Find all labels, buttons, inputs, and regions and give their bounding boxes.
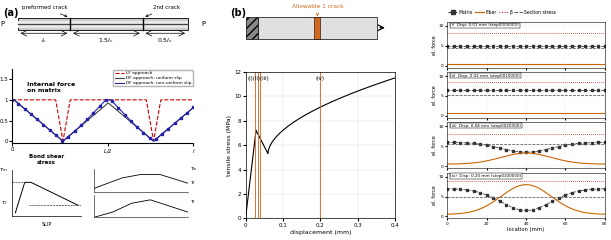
Y-axis label: el. force: el. force bbox=[432, 186, 437, 205]
Y-axis label: el. force: el. force bbox=[432, 85, 437, 105]
Text: 2nd crack: 2nd crack bbox=[146, 5, 180, 17]
Line: LF approach: LF approach bbox=[12, 100, 194, 141]
LF approach bbox=[106, 98, 114, 101]
LF approach bbox=[95, 98, 102, 101]
FancyBboxPatch shape bbox=[246, 17, 257, 39]
DF approach: non-uniform slip: (0.978, 0.733): non-uniform slip: (0.978, 0.733) bbox=[186, 109, 193, 112]
DF approach: non-uniform slip: (0.475, 0.811): non-uniform slip: (0.475, 0.811) bbox=[95, 106, 102, 109]
X-axis label: displacement (mm): displacement (mm) bbox=[290, 230, 351, 235]
Legend: LF approach, DF approach: uniform slip, DF approach: non-uniform slip: LF approach, DF approach: uniform slip, … bbox=[113, 70, 192, 86]
Text: (iv)  Disp: 0.20 mm (step0100000): (iv) Disp: 0.20 mm (step0100000) bbox=[450, 174, 522, 178]
Text: Allowable 1 crack: Allowable 1 crack bbox=[291, 4, 343, 16]
X-axis label: location (mm): location (mm) bbox=[508, 227, 545, 232]
Y-axis label: el. force: el. force bbox=[432, 135, 437, 155]
FancyBboxPatch shape bbox=[257, 17, 377, 39]
DF approach: uniform slip: (0.475, 0.722): uniform slip: (0.475, 0.722) bbox=[95, 110, 102, 113]
LF approach bbox=[9, 98, 16, 101]
DF approach: uniform slip: (0.481, 0.744): uniform slip: (0.481, 0.744) bbox=[96, 109, 103, 112]
Text: $1.5l_c$: $1.5l_c$ bbox=[98, 36, 114, 45]
Text: $0.5l_c$: $0.5l_c$ bbox=[157, 36, 174, 45]
Text: (i)  Disp: 0.01 mm (step0005000): (i) Disp: 0.01 mm (step0005000) bbox=[450, 23, 519, 27]
DF approach: non-uniform slip: (0, 1): non-uniform slip: (0, 1) bbox=[9, 98, 16, 101]
Y-axis label: el. force: el. force bbox=[432, 35, 437, 54]
Text: Internal force
on matrix: Internal force on matrix bbox=[27, 82, 75, 93]
FancyBboxPatch shape bbox=[18, 18, 188, 30]
DF approach: non-uniform slip: (0.78, 0.00187): non-uniform slip: (0.78, 0.00187) bbox=[150, 140, 157, 143]
LF approach bbox=[158, 98, 165, 101]
DF approach: uniform slip: (0.822, 0.154): uniform slip: (0.822, 0.154) bbox=[158, 133, 165, 136]
Line: DF approach: uniform slip: DF approach: uniform slip bbox=[12, 100, 194, 141]
Y-axis label: tensile stress (MPa): tensile stress (MPa) bbox=[227, 114, 232, 176]
Text: (iv): (iv) bbox=[316, 76, 325, 81]
Text: (b): (b) bbox=[230, 8, 247, 18]
Text: (a): (a) bbox=[3, 8, 19, 18]
Line: DF approach: non-uniform slip: DF approach: non-uniform slip bbox=[12, 100, 194, 141]
LF approach bbox=[186, 98, 193, 101]
DF approach: non-uniform slip: (0.481, 0.839): non-uniform slip: (0.481, 0.839) bbox=[96, 105, 103, 108]
LF approach bbox=[190, 98, 197, 101]
LF approach bbox=[150, 139, 157, 142]
Text: (iii)  Disp: 0.04 mm (step0020000): (iii) Disp: 0.04 mm (step0020000) bbox=[450, 124, 521, 128]
DF approach: uniform slip: (0.978, 0.733): uniform slip: (0.978, 0.733) bbox=[186, 109, 193, 112]
LF approach bbox=[96, 98, 103, 101]
DF approach: non-uniform slip: (0.541, 1): non-uniform slip: (0.541, 1) bbox=[106, 98, 114, 101]
DF approach: non-uniform slip: (0.822, 0.154): non-uniform slip: (0.822, 0.154) bbox=[158, 133, 165, 136]
Text: (i)(ii)(iii): (i)(ii)(iii) bbox=[247, 76, 269, 81]
Legend: Matrix, Fiber, β, Section stress: Matrix, Fiber, β, Section stress bbox=[447, 8, 558, 17]
DF approach: uniform slip: (0.78, 0.00163): uniform slip: (0.78, 0.00163) bbox=[150, 140, 157, 143]
DF approach: uniform slip: (0, 1): uniform slip: (0, 1) bbox=[9, 98, 16, 101]
DF approach: uniform slip: (0.595, 0.684): uniform slip: (0.595, 0.684) bbox=[117, 111, 124, 114]
LF approach bbox=[117, 98, 124, 101]
Text: P: P bbox=[202, 21, 206, 27]
DF approach: non-uniform slip: (0.595, 0.763): non-uniform slip: (0.595, 0.763) bbox=[117, 108, 124, 111]
DF approach: uniform slip: (0.541, 0.885): uniform slip: (0.541, 0.885) bbox=[106, 103, 114, 106]
Text: (ii)  Disp: 0.02 mm (step0010000): (ii) Disp: 0.02 mm (step0010000) bbox=[450, 73, 521, 78]
DF approach: non-uniform slip: (1, 0.815): non-uniform slip: (1, 0.815) bbox=[190, 106, 197, 109]
FancyBboxPatch shape bbox=[18, 21, 188, 28]
FancyBboxPatch shape bbox=[315, 17, 320, 39]
Text: P: P bbox=[0, 21, 4, 27]
Text: preformed crack: preformed crack bbox=[22, 5, 68, 17]
Text: $l_c$: $l_c$ bbox=[41, 36, 47, 45]
DF approach: uniform slip: (1, 0.815): uniform slip: (1, 0.815) bbox=[190, 106, 197, 109]
